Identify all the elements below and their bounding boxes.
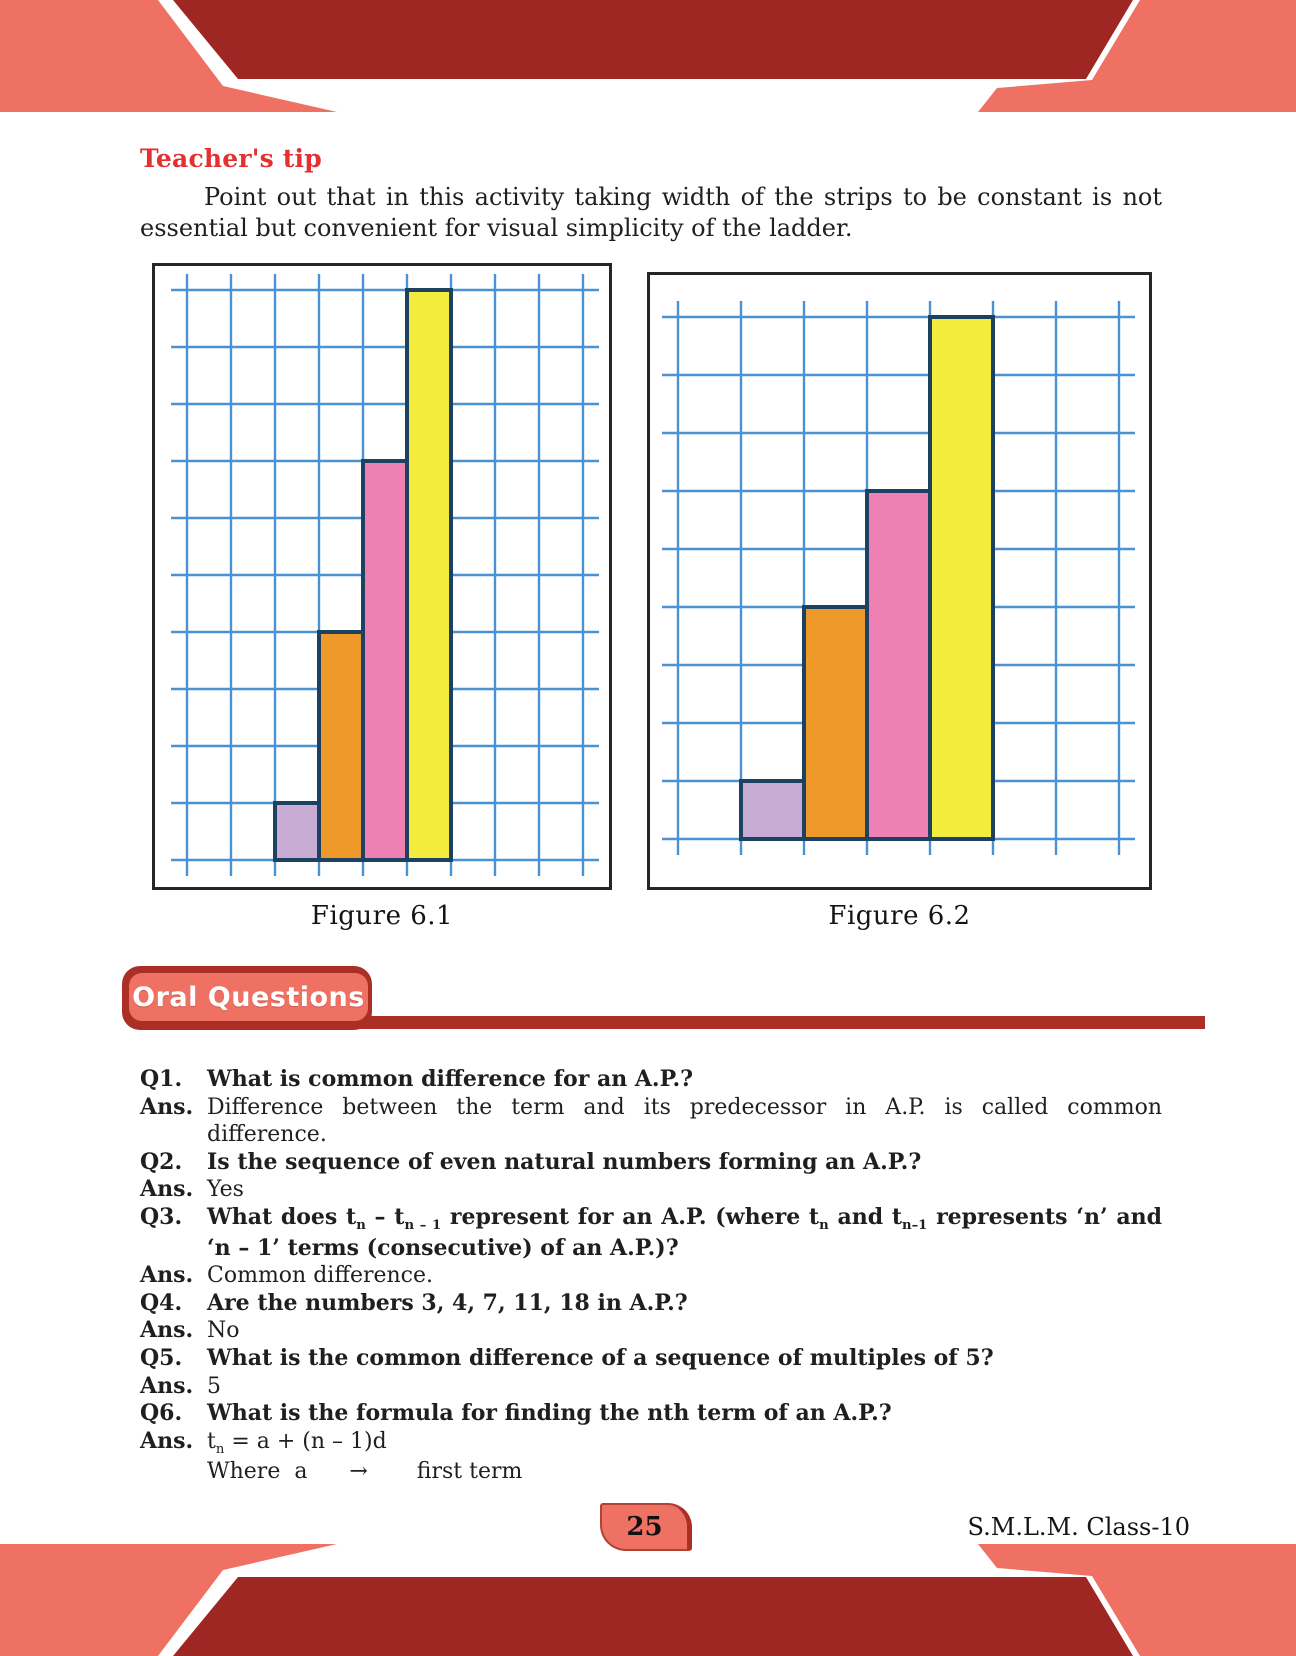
answer-6-label: Ans.	[140, 1427, 194, 1454]
header-ribbon-art	[0, 0, 1296, 112]
question-5-label: Q5.	[140, 1344, 183, 1371]
oral-questions-rule-bar	[200, 1016, 1205, 1029]
page-number: 25	[626, 1512, 663, 1542]
figure-6-1-box	[152, 263, 612, 890]
question-5-text: What is the common difference of a seque…	[207, 1344, 994, 1371]
strip-bar-3	[865, 489, 932, 841]
question-3-row: Q3. What does tn – tn – 1 represent for …	[140, 1204, 1162, 1235]
answer-4-label: Ans.	[140, 1317, 194, 1344]
answer-5-row: Ans. 5	[140, 1373, 1162, 1401]
footer-right-salmon-shape	[978, 1544, 1296, 1656]
answer-5-label: Ans.	[140, 1372, 194, 1399]
book-edition-label: S.M.L.M. Class-10	[967, 1513, 1190, 1541]
tip-line-2: essential but convenient for visual simp…	[140, 214, 853, 242]
question-6-text: What is the formula for finding the nth …	[207, 1400, 892, 1427]
answer-1-label: Ans.	[140, 1093, 194, 1120]
answer-3-row: Ans. Common difference.	[140, 1262, 1162, 1290]
oral-questions-banner-label: Oral Questions	[132, 981, 365, 1013]
answer-2-text: Yes	[207, 1177, 244, 1203]
header-left-salmon-shape	[0, 0, 337, 112]
oral-questions-banner-face: Oral Questions	[129, 973, 368, 1021]
figure-6-2-box	[647, 272, 1152, 890]
question-2-row: Q2. Is the sequence of even natural numb…	[140, 1149, 1162, 1177]
question-6-row: Q6. What is the formula for finding the …	[140, 1400, 1162, 1428]
header-center-dark-red-band	[173, 0, 1133, 79]
figure-6-1-caption: Figure 6.1	[310, 901, 454, 931]
question-4-row: Q4. Are the numbers 3, 4, 7, 11, 18 in A…	[140, 1290, 1162, 1318]
strip-bar-1	[273, 801, 321, 862]
teachers-tip-paragraph: Point out that in this activity taking w…	[140, 182, 1162, 244]
footer-ribbon-art	[0, 1544, 1296, 1656]
question-3-text-line-1: What does tn – tn – 1 represent for an A…	[207, 1203, 1163, 1233]
question-1-row: Q1. What is common difference for an A.P…	[140, 1066, 1162, 1094]
question-2-label: Q2.	[140, 1148, 183, 1175]
figure-6-2-grid-chart	[662, 301, 1135, 855]
question-3-continuation-row: ‘n – 1’ terms (consecutive) of an A.P.)?	[140, 1235, 1162, 1263]
teachers-tip-heading: Teacher's tip	[140, 144, 322, 173]
answer-4-text: No	[207, 1318, 240, 1344]
figure-6-2-caption: Figure 6.2	[828, 901, 971, 931]
answer-2-row: Ans. Yes	[140, 1176, 1162, 1204]
question-3-label: Q3.	[140, 1203, 183, 1230]
answer-1-text-line-1: Difference between the term and its pred…	[207, 1094, 1162, 1120]
answer-5-text: 5	[207, 1373, 221, 1399]
question-1-label: Q1.	[140, 1066, 183, 1092]
answer-3-text: Common difference.	[207, 1263, 434, 1289]
answer-6-row: Ans. tn = a + (n – 1)d	[140, 1428, 1162, 1459]
strip-bar-2	[317, 630, 365, 862]
answer-2-label: Ans.	[140, 1176, 194, 1203]
page-number-badge: 25	[600, 1503, 692, 1551]
question-1-text: What is common difference for an A.P.?	[207, 1066, 694, 1092]
answer-3-label: Ans.	[140, 1262, 194, 1289]
question-5-row: Q5. What is the common difference of a s…	[140, 1345, 1162, 1373]
answer-6-formula: tn = a + (n – 1)d	[207, 1428, 387, 1457]
strip-bar-1	[739, 779, 806, 841]
footer-left-salmon-shape	[0, 1544, 337, 1656]
strip-bar-4	[928, 315, 995, 841]
strip-bar-4	[405, 288, 453, 862]
figure-6-1-grid-chart	[171, 274, 599, 876]
answer-1-continuation-row: difference.	[140, 1121, 1162, 1149]
answer-1-row: Ans. Difference between the term and its…	[140, 1094, 1162, 1122]
answer-6-where-text: Where a → first term	[207, 1459, 523, 1485]
tip-line-1: Point out that in this activity taking w…	[204, 183, 1162, 211]
question-3-text-line-2: ‘n – 1’ terms (consecutive) of an A.P.)?	[207, 1234, 679, 1261]
answer-1-text-line-2: difference.	[207, 1122, 327, 1148]
oral-questions-banner: Oral Questions	[122, 966, 372, 1030]
header-right-salmon-shape	[978, 0, 1296, 112]
strip-bar-2	[802, 605, 869, 841]
question-4-label: Q4.	[140, 1289, 183, 1316]
footer-center-dark-red-band	[173, 1577, 1133, 1656]
answer-4-row: Ans. No	[140, 1317, 1162, 1345]
answer-6-where-row: Where a → first term	[140, 1458, 1162, 1486]
question-2-text: Is the sequence of even natural numbers …	[207, 1148, 922, 1175]
question-6-label: Q6.	[140, 1400, 183, 1427]
oral-questions-list: Q1. What is common difference for an A.P…	[140, 1066, 1162, 1486]
question-4-text: Are the numbers 3, 4, 7, 11, 18 in A.P.?	[207, 1289, 688, 1316]
strip-bar-3	[361, 459, 409, 862]
